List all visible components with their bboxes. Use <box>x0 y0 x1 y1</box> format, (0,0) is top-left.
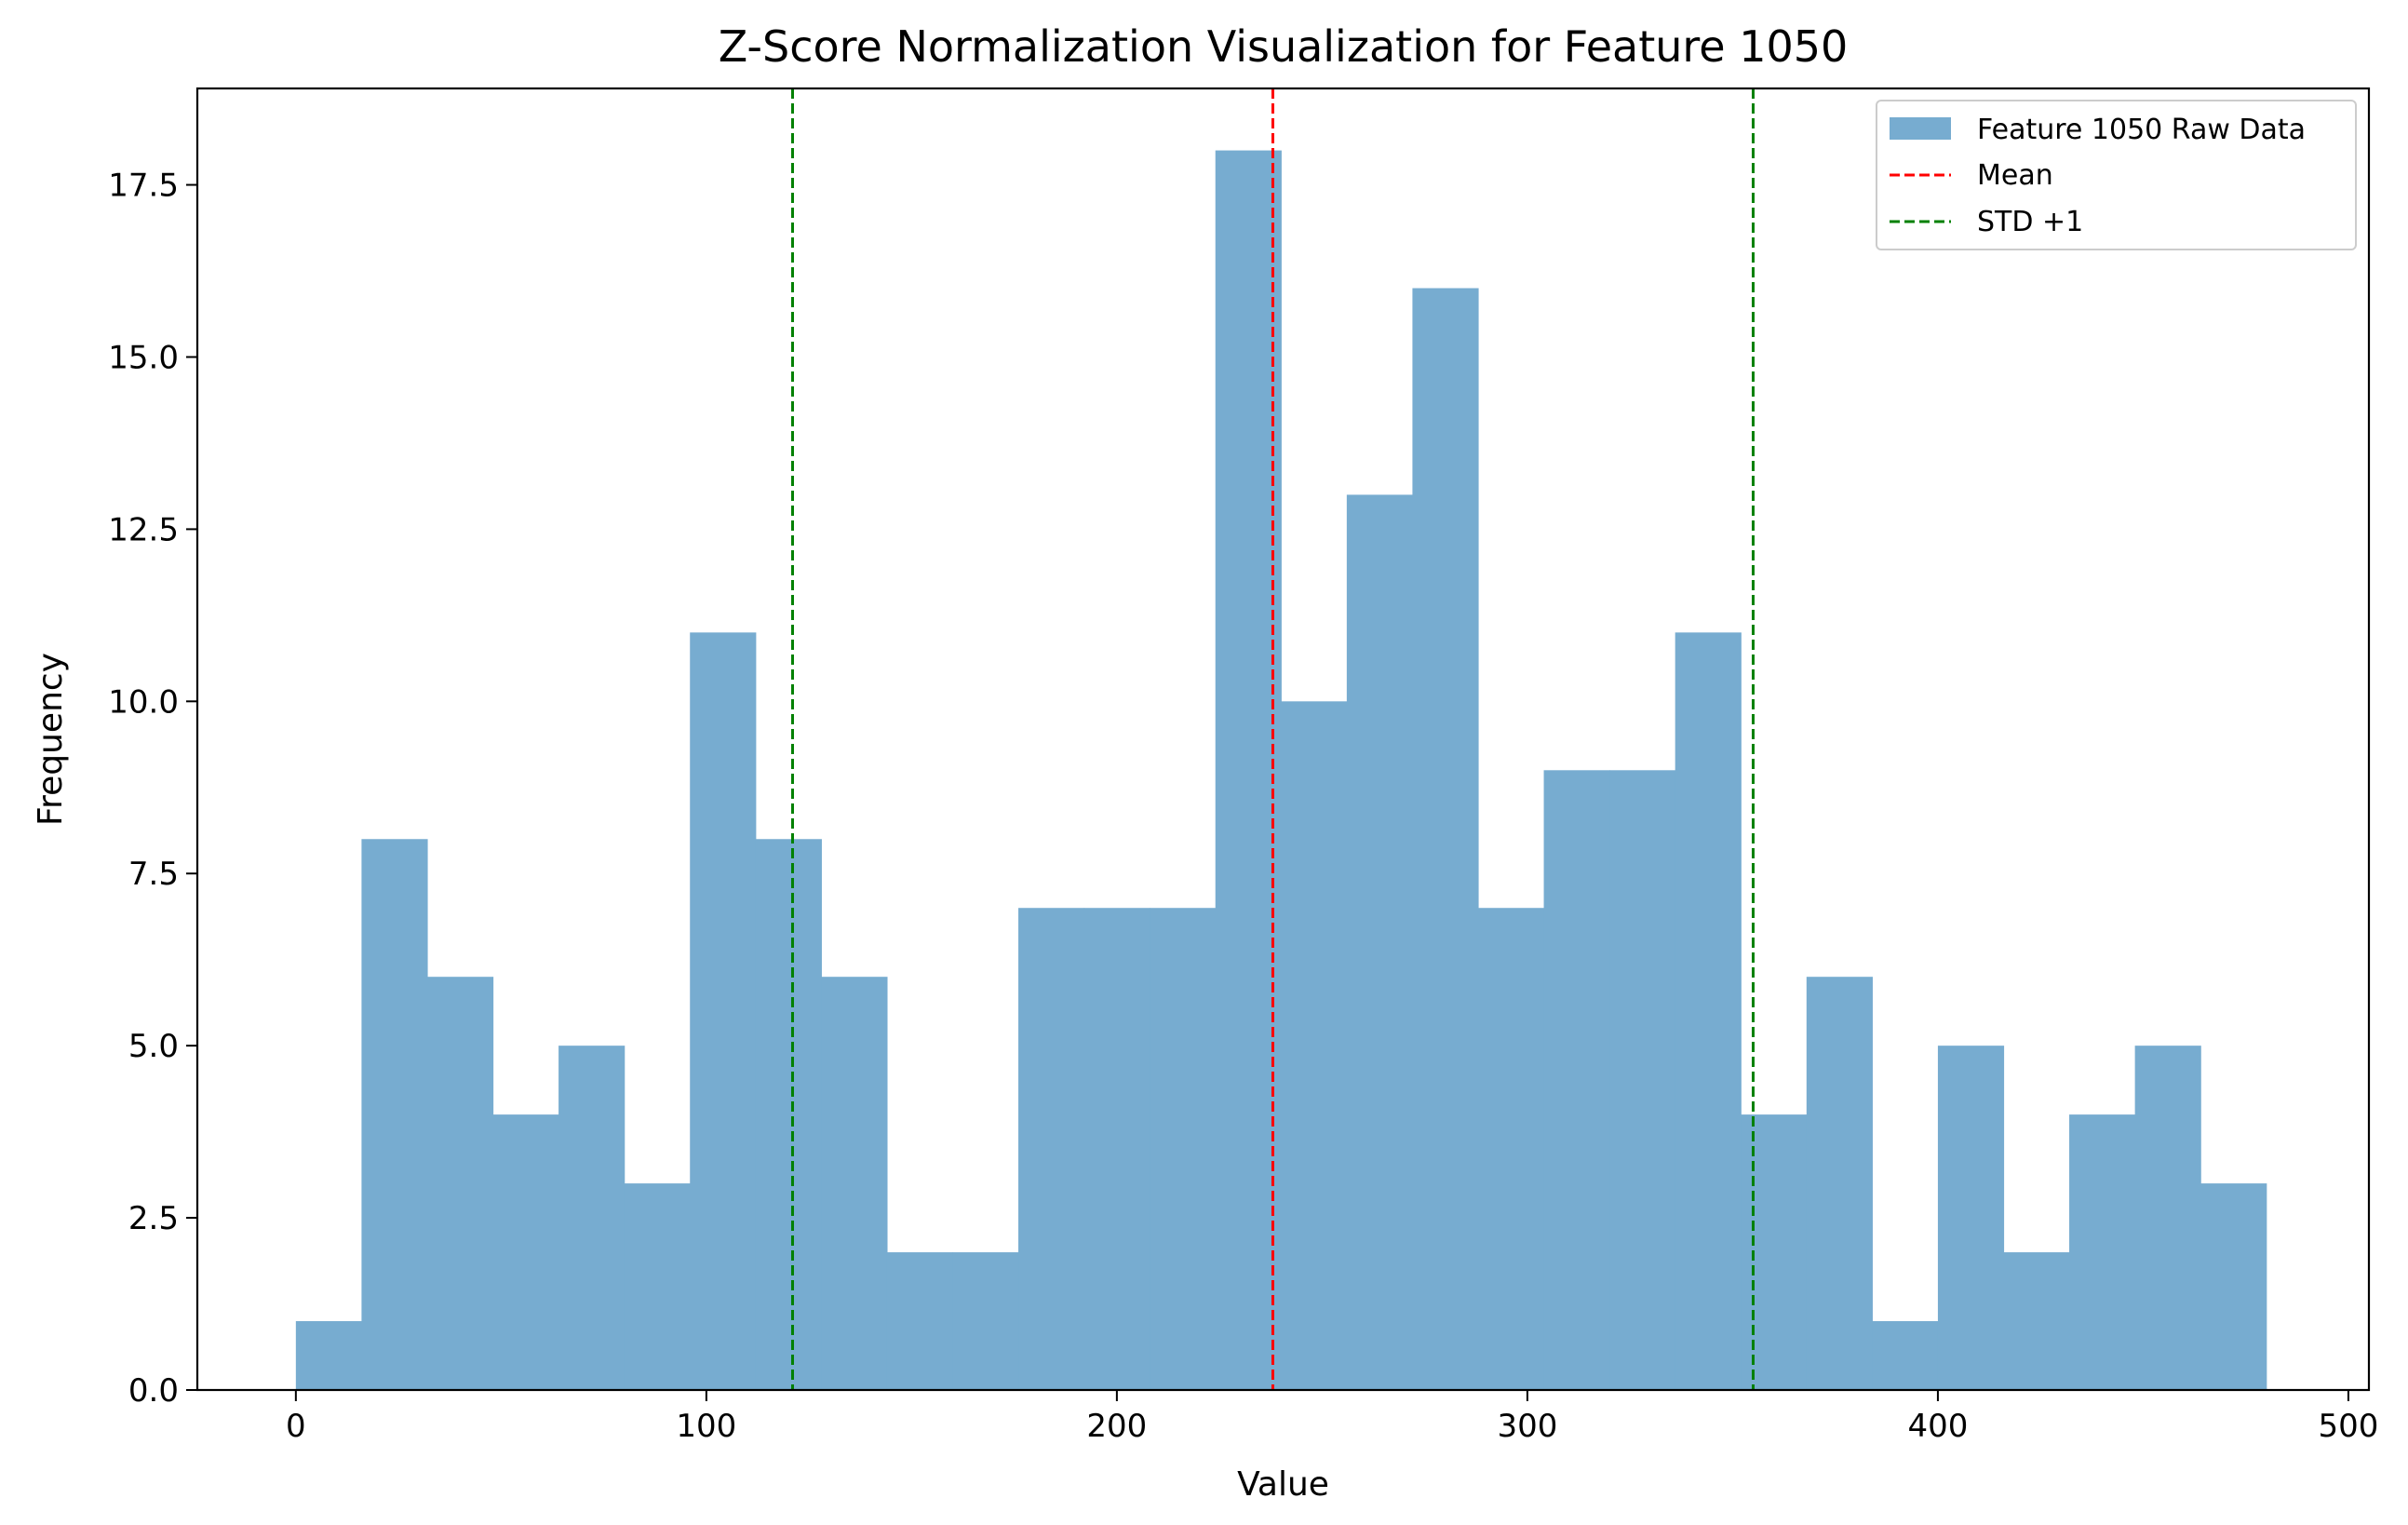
histogram-bar-24 <box>1872 1321 1939 1390</box>
legend-label-mean: Mean <box>1977 159 2053 192</box>
x-tick-label-0: 0 <box>286 1408 306 1445</box>
x-axis-ticks: 0 100 200 300 400 500 <box>286 1390 2378 1445</box>
histogram-bar-16 <box>1346 494 1414 1390</box>
y-axis-ticks: 0.0 2.5 5.0 7.5 10.0 12.5 15.0 17.5 <box>108 168 197 1410</box>
histogram-bar-15 <box>1281 701 1348 1390</box>
histogram-bar-29 <box>2200 1183 2267 1390</box>
legend: Feature 1050 Raw Data Mean STD +1 <box>1876 100 2357 250</box>
histogram-bar-19 <box>1543 770 1610 1390</box>
x-tick-label-4: 400 <box>1907 1408 1968 1445</box>
reference-lines-layer <box>790 88 1755 1390</box>
y-axis-title: Frequency <box>32 653 70 826</box>
histogram-bar-0 <box>295 1321 363 1390</box>
x-tick-label-5: 500 <box>2318 1408 2378 1445</box>
histogram-bar-18 <box>1477 908 1545 1390</box>
histogram-bar-12 <box>1083 908 1150 1390</box>
histogram-bar-25 <box>1937 1046 2005 1390</box>
histogram-bar-10 <box>952 1252 1019 1390</box>
chart-title: Z-Score Normalization Visualization for … <box>719 21 1849 72</box>
x-tick-label-1: 100 <box>676 1408 736 1445</box>
histogram-bar-6 <box>690 632 757 1390</box>
y-tick-label-1: 2.5 <box>128 1200 179 1237</box>
y-tick-label-2: 5.0 <box>128 1028 179 1065</box>
histogram-bar-27 <box>2069 1114 2136 1390</box>
histogram-bar-9 <box>886 1252 954 1390</box>
histogram-bar-28 <box>2134 1046 2201 1390</box>
x-tick-label-3: 300 <box>1497 1408 1557 1445</box>
y-tick-label-3: 7.5 <box>128 856 179 893</box>
legend-box <box>1876 100 2357 250</box>
histogram-bar-20 <box>1609 770 1676 1390</box>
histogram-bar-3 <box>492 1114 559 1390</box>
histogram-bar-8 <box>821 977 888 1390</box>
histogram-bar-7 <box>755 839 822 1390</box>
x-tick-label-2: 200 <box>1086 1408 1147 1445</box>
histogram-bar-4 <box>558 1046 626 1390</box>
legend-label-raw-data: Feature 1050 Raw Data <box>1977 114 2306 146</box>
y-tick-label-4: 10.0 <box>108 683 179 721</box>
bars-layer <box>295 150 2267 1391</box>
plot-frame <box>195 87 2371 1392</box>
y-tick-label-0: 0.0 <box>128 1372 179 1410</box>
histogram-bar-13 <box>1150 908 1217 1390</box>
x-axis-title: Value <box>1237 1465 1329 1504</box>
y-tick-label-7: 17.5 <box>108 168 179 205</box>
histogram-bar-2 <box>426 977 494 1390</box>
y-tick-label-5: 12.5 <box>108 511 179 548</box>
histogram-bar-11 <box>1018 908 1085 1390</box>
histogram-bar-17 <box>1412 288 1479 1390</box>
histogram-bar-21 <box>1675 632 1742 1390</box>
histogram-bar-14 <box>1215 150 1282 1391</box>
histogram-bar-23 <box>1806 977 1873 1390</box>
histogram-bar-22 <box>1741 1114 1808 1390</box>
legend-swatch-raw-data <box>1890 117 1951 140</box>
histogram-bar-1 <box>361 839 428 1390</box>
histogram-bar-26 <box>2003 1252 2070 1390</box>
legend-label-std: STD +1 <box>1977 206 2083 238</box>
y-tick-label-6: 15.0 <box>108 339 179 376</box>
histogram-bar-5 <box>624 1183 691 1390</box>
